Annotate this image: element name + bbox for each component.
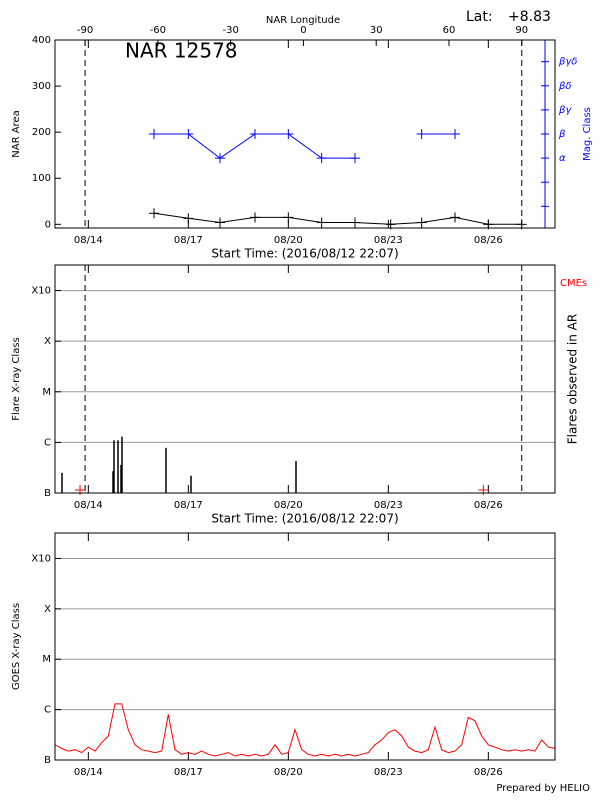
- point-marker: [283, 129, 294, 139]
- nar-title: NAR 12578: [125, 39, 238, 63]
- x-tick-label: 08/26: [474, 235, 503, 246]
- y-tick-label: M: [42, 654, 51, 665]
- cme-label: CMEs: [560, 278, 587, 289]
- y-tick-label: M: [42, 387, 51, 398]
- x-tick-label: 08/20: [274, 235, 303, 246]
- plot-frame: [54, 532, 556, 761]
- y-tick-label: C: [44, 705, 51, 716]
- x-tick-label: 08/20: [274, 500, 303, 511]
- x2-tick-label: 0: [300, 25, 306, 36]
- point-marker: [183, 129, 194, 139]
- point-marker: [450, 212, 460, 223]
- x-tick-label: 08/14: [74, 500, 103, 511]
- x-tick-label: 08/17: [174, 235, 203, 246]
- point-marker: [316, 153, 327, 164]
- y-tick-label: 0: [45, 219, 51, 230]
- y-tick-label: B: [44, 755, 51, 766]
- y2-tick-label: βγ: [558, 105, 572, 116]
- y-tick-label: 100: [32, 173, 51, 184]
- x-tick-label: 08/20: [274, 767, 303, 778]
- x2-tick-label: 30: [370, 25, 383, 36]
- x-tick-label: 08/17: [174, 500, 203, 511]
- series-line: [54, 703, 556, 757]
- y-axis-label: NAR Area: [11, 110, 22, 157]
- y-axis-label: Flare X-ray Class: [11, 337, 22, 421]
- point-marker: [183, 213, 194, 224]
- plot-frame: [54, 39, 556, 229]
- y-tick-label: 400: [32, 35, 51, 46]
- lat-value: +8.83: [508, 9, 551, 25]
- point-marker: [350, 153, 360, 164]
- point-marker: [250, 212, 260, 223]
- x-tick-label: 08/26: [474, 500, 503, 511]
- y-tick-label: X10: [31, 553, 51, 564]
- y-tick-label: B: [44, 488, 51, 499]
- y-tick-label: X: [44, 336, 51, 347]
- point-marker: [350, 217, 360, 228]
- point-marker: [283, 212, 294, 223]
- x2-tick-label: 60: [443, 25, 456, 36]
- x-tick-label: 08/26: [474, 767, 503, 778]
- point-marker: [149, 129, 159, 139]
- x2-label: NAR Longitude: [266, 15, 340, 26]
- point-marker: [316, 217, 327, 228]
- y2-tick-label: βγδ: [558, 57, 577, 68]
- x-axis-label: Start Time: (2016/08/12 22:07): [211, 512, 398, 526]
- point-marker: [215, 217, 225, 228]
- y2-tick-label: β: [558, 129, 566, 140]
- x2-tick-label: 90: [515, 25, 528, 36]
- y2-axis-label: Mag. Class: [582, 107, 593, 161]
- y-axis-label: GOES X-ray Class: [11, 603, 22, 690]
- y-tick-label: X10: [31, 286, 51, 297]
- x-tick-label: 08/23: [374, 767, 403, 778]
- x-tick-label: 08/23: [374, 500, 403, 511]
- footer: Prepared by HELIO: [496, 783, 590, 794]
- y2-axis-label: Flares observed in AR: [566, 314, 580, 444]
- y-tick-label: 300: [32, 81, 51, 92]
- point-marker: [416, 217, 427, 228]
- lat-label: Lat:: [466, 9, 493, 25]
- y-tick-label: C: [44, 437, 51, 448]
- x2-tick-label: -60: [150, 25, 166, 36]
- x-tick-label: 08/17: [174, 767, 203, 778]
- point-marker: [215, 153, 225, 164]
- x-axis-label: Start Time: (2016/08/12 22:07): [211, 247, 398, 261]
- point-marker: [149, 208, 159, 219]
- x2-tick-label: -90: [77, 25, 93, 36]
- point-marker: [250, 129, 260, 139]
- y-tick-label: X: [44, 604, 51, 615]
- y-tick-label: 200: [32, 127, 51, 138]
- series-line: [153, 212, 522, 225]
- x2-tick-label: -30: [222, 25, 238, 36]
- y2-tick-label: βδ: [558, 81, 572, 92]
- point-marker: [450, 129, 460, 139]
- x-tick-label: 08/23: [374, 235, 403, 246]
- point-marker: [416, 129, 427, 139]
- y2-tick-label: α: [559, 153, 566, 164]
- x-tick-label: 08/14: [74, 235, 103, 246]
- plot-frame: [54, 264, 556, 494]
- x-tick-label: 08/14: [74, 767, 103, 778]
